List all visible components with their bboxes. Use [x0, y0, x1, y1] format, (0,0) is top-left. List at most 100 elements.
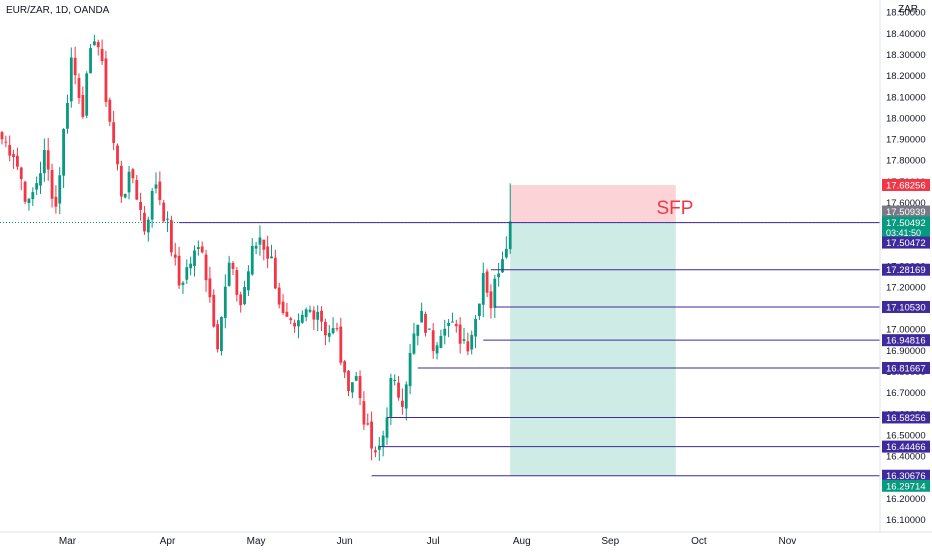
- price-label-box: [882, 263, 930, 276]
- y-tick-label: 16.50000: [886, 430, 926, 441]
- sfp-annotation[interactable]: SFP: [657, 198, 694, 219]
- candle-body: [239, 294, 243, 306]
- price-label-box: [882, 236, 930, 249]
- candle-body: [270, 256, 273, 259]
- x-tick-label: Oct: [691, 536, 707, 547]
- y-tick-label: 18.30000: [886, 50, 926, 61]
- y-tick-label: 16.20000: [886, 494, 926, 505]
- candle-body: [285, 311, 289, 317]
- candle-body: [377, 445, 381, 450]
- x-tick-label: Nov: [779, 536, 797, 547]
- candle-body: [431, 330, 435, 352]
- candle-body: [154, 184, 158, 189]
- price-label: 16.30676: [886, 471, 926, 482]
- candle-body: [347, 370, 350, 392]
- candle-body: [46, 150, 50, 170]
- candle-body: [35, 183, 39, 190]
- candle-body: [447, 322, 450, 326]
- candle-body: [335, 328, 339, 330]
- candle-body: [158, 181, 162, 200]
- candle-body: [404, 384, 408, 409]
- price-label-box: [882, 479, 930, 492]
- price-label-box: [882, 216, 930, 239]
- price-label: 17.28169: [886, 265, 926, 276]
- candle-body: [247, 271, 250, 291]
- currency-label: ZAR: [898, 4, 918, 15]
- candle-body: [73, 57, 77, 76]
- x-tick-label: Jul: [427, 536, 440, 547]
- candle-body: [466, 341, 470, 352]
- y-tick-label: 16.90000: [886, 346, 926, 357]
- candle-body: [508, 221, 512, 250]
- candle-body: [54, 196, 58, 207]
- candle-body: [200, 246, 204, 253]
- candle-body: [12, 154, 15, 158]
- candle-body: [185, 267, 189, 280]
- candle-body: [220, 316, 223, 351]
- candle-body: [254, 245, 258, 249]
- candle-body: [327, 332, 331, 337]
- time-axis[interactable]: Mar Apr May Jun Jul Aug Sep Oct Nov: [59, 536, 796, 547]
- level-lines: [0, 222, 880, 477]
- y-tick-label: 16.10000: [886, 515, 926, 526]
- candle-body: [451, 321, 454, 323]
- stop-loss-zone[interactable]: [510, 184, 676, 223]
- candle-body: [189, 263, 193, 269]
- y-tick-label: 17.00000: [886, 325, 926, 336]
- candle-body: [112, 122, 116, 143]
- candle-body: [324, 321, 327, 336]
- candle-body: [150, 191, 154, 220]
- candle-body: [412, 333, 416, 354]
- candle-body: [19, 167, 23, 180]
- candle-body: [358, 376, 362, 399]
- candle-body: [69, 57, 73, 102]
- candle-body: [485, 271, 489, 293]
- candle-body: [501, 259, 504, 273]
- candle-body: [266, 246, 270, 259]
- y-tick-label: 18.20000: [886, 71, 926, 82]
- x-tick-label: Jun: [337, 536, 353, 547]
- candle-body: [401, 400, 404, 407]
- candle-body: [458, 324, 462, 344]
- candle-body: [416, 324, 420, 336]
- candle-body: [262, 239, 266, 250]
- price-label: 17.10530: [886, 302, 926, 313]
- candle-body: [393, 380, 397, 382]
- candle-body: [381, 435, 385, 447]
- candle-body: [339, 326, 343, 363]
- y-tick-label: 18.50000: [886, 8, 926, 19]
- candle-body: [66, 102, 69, 129]
- candle-body: [131, 169, 135, 179]
- price-label-box: [882, 334, 930, 347]
- candle-body: [243, 287, 246, 305]
- candle-body: [258, 237, 262, 245]
- take-profit-zone[interactable]: [510, 222, 676, 476]
- candle-body: [193, 250, 196, 267]
- y-tick-label: 17.60000: [886, 198, 926, 209]
- candle-body: [489, 291, 493, 309]
- x-tick-label: May: [247, 536, 266, 547]
- candle-body: [146, 219, 150, 233]
- y-tick-label: 18.00000: [886, 113, 926, 124]
- candle-body: [196, 247, 200, 249]
- price-label-box: [882, 469, 930, 482]
- candle-body: [297, 320, 300, 327]
- candle-body: [331, 328, 335, 334]
- candle-body: [4, 141, 8, 143]
- candle-body: [96, 42, 100, 48]
- candle-body: [420, 310, 424, 323]
- candle-body: [89, 48, 92, 74]
- candle-body: [231, 262, 235, 269]
- candle-body: [16, 155, 19, 167]
- candle-body: [100, 48, 104, 62]
- price-label: 17.50472: [886, 238, 926, 249]
- candle-body: [39, 173, 42, 186]
- candle-body: [31, 192, 35, 200]
- candle-body: [370, 421, 373, 449]
- candle-body: [427, 328, 431, 330]
- annotations: SFP: [657, 198, 694, 219]
- price-label-box: [882, 205, 930, 218]
- candle-body: [281, 301, 285, 314]
